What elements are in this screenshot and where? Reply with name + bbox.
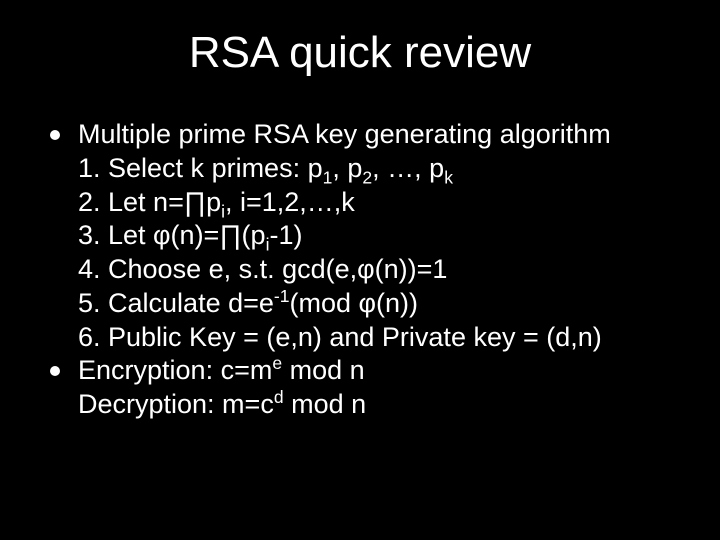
bullet-item: Encryption: c=me mod n: [50, 354, 690, 388]
text-segment: (mod φ(n)): [289, 288, 418, 318]
slide-title: RSA quick review: [30, 28, 690, 78]
bullet-lead-text: Multiple prime RSA key generating algori…: [78, 118, 611, 152]
text-segment: 6. Public Key = (e,n) and Private key = …: [78, 322, 602, 352]
slide-content: Multiple prime RSA key generating algori…: [30, 118, 690, 422]
text-segment: , i=1,2,…,k: [225, 187, 355, 217]
superscript: e: [272, 353, 282, 373]
bullet-lead-text: Encryption: c=me mod n: [78, 354, 365, 388]
bullet-icon: [50, 130, 60, 140]
subscript: 2: [362, 167, 372, 187]
text-segment: 2. Let n=∏p: [78, 187, 221, 217]
text-segment: -1): [269, 220, 302, 250]
bullet-subline: 5. Calculate d=e-1(mod φ(n)): [78, 287, 690, 321]
subscript: 1: [323, 167, 333, 187]
text-segment: Encryption: c=m: [78, 355, 272, 385]
text-segment: mod n: [284, 389, 367, 419]
bullet-icon: [50, 366, 60, 376]
text-segment: , p: [332, 153, 362, 183]
bullet-subline: 2. Let n=∏pi, i=1,2,…,k: [78, 186, 690, 220]
subscript: k: [444, 167, 453, 187]
text-segment: 1. Select k primes: p: [78, 153, 323, 183]
text-segment: 3. Let φ(n)=∏(p: [78, 220, 266, 250]
bullet-subline: 3. Let φ(n)=∏(pi-1): [78, 219, 690, 253]
bullet-subline: 6. Public Key = (e,n) and Private key = …: [78, 321, 690, 355]
superscript: -1: [274, 286, 290, 306]
bullet-subline: 4. Choose e, s.t. gcd(e,φ(n))=1: [78, 253, 690, 287]
text-segment: mod n: [282, 355, 365, 385]
bullet-subline: 1. Select k primes: p1, p2, …, pk: [78, 152, 690, 186]
text-segment: Decryption: m=c: [78, 389, 274, 419]
bullet-item: Multiple prime RSA key generating algori…: [50, 118, 690, 152]
text-segment: 5. Calculate d=e: [78, 288, 274, 318]
text-segment: 4. Choose e, s.t. gcd(e,φ(n))=1: [78, 254, 447, 284]
bullet-subline: Decryption: m=cd mod n: [78, 388, 690, 422]
slide: RSA quick review Multiple prime RSA key …: [0, 0, 720, 540]
text-segment: , …, p: [372, 153, 444, 183]
superscript: d: [274, 387, 284, 407]
